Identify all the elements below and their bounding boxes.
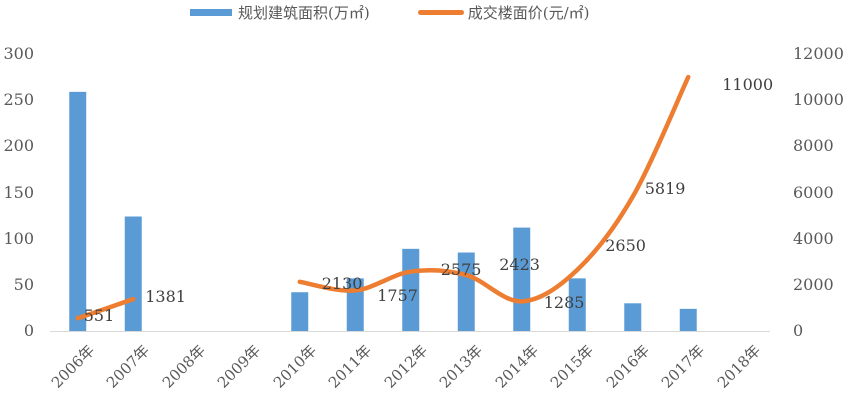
left-axis-tick: 0 [23, 321, 34, 340]
line-data-label: 2423 [499, 255, 540, 275]
left-axis-tick: 50 [13, 274, 34, 294]
right-axis-tick: 8000 [793, 136, 834, 156]
right-axis-tick: 6000 [793, 182, 834, 202]
left-axis-tick: 200 [3, 136, 34, 156]
legend-bar-swatch-icon [190, 9, 232, 16]
right-axis-tick: 10000 [793, 90, 844, 110]
left-axis-tick: 150 [3, 182, 34, 202]
line-data-label: 551 [83, 306, 115, 326]
bar-2017年 [679, 308, 697, 331]
right-axis-tick: 4000 [793, 228, 834, 248]
bar-2014年 [513, 227, 531, 331]
line-data-label: 1285 [543, 293, 585, 313]
bar-2010年 [291, 292, 309, 331]
line-data-label: 5819 [644, 178, 686, 198]
left-axis-tick: 100 [3, 228, 34, 248]
bar-2007年 [124, 216, 142, 331]
right-axis-tick: 2000 [793, 274, 834, 294]
line-data-label: 11000 [722, 75, 774, 95]
line-data-label: 1757 [377, 286, 418, 306]
line-data-label: 2650 [605, 235, 646, 255]
bar-2006年 [69, 91, 87, 332]
right-axis-tick: 0 [793, 321, 804, 340]
line-data-label: 2575 [440, 259, 482, 279]
bar-2016年 [624, 303, 642, 331]
chart-legend: 规划建筑面积(万㎡) 成交楼面价(元/㎡) [190, 2, 637, 23]
legend-item-bar: 规划建筑面积(万㎡) [190, 2, 370, 23]
bar-2015年 [568, 278, 586, 331]
left-axis-tick: 250 [3, 90, 34, 110]
line-data-label: 1381 [145, 287, 186, 307]
legend-bar-label: 规划建筑面积(万㎡) [238, 4, 370, 22]
line-data-label: 2130 [321, 273, 363, 293]
right-axis-tick: 12000 [793, 44, 844, 63]
left-axis-tick: 300 [3, 44, 34, 63]
legend-item-line: 成交楼面价(元/㎡) [417, 2, 590, 23]
legend-line-label: 成交楼面价(元/㎡) [467, 4, 590, 22]
legend-line-swatch-icon [417, 10, 464, 15]
line-series [75, 74, 691, 321]
